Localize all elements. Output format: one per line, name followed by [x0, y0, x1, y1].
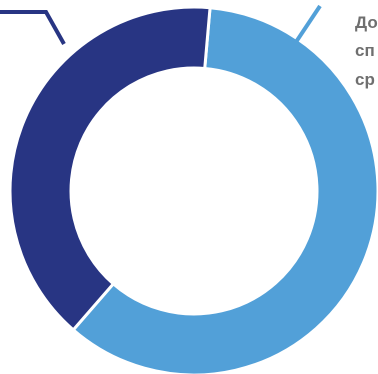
annotation-line-3: ср — [355, 70, 375, 89]
leader-line-light — [294, 4, 322, 44]
donut-slice-1 — [71, 6, 378, 374]
annotation-line-2: сп — [355, 41, 375, 60]
annotation-line-1: До — [355, 13, 378, 32]
donut-slices — [8, 5, 378, 374]
donut-slice-2 — [8, 5, 212, 332]
leader-line-dark — [0, 10, 66, 45]
